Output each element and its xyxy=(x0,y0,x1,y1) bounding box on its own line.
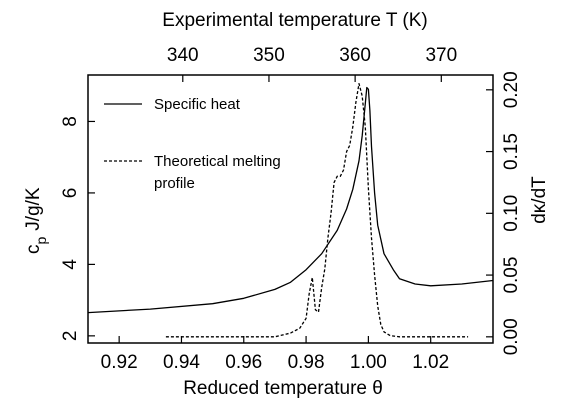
y-axis-title: cp J/g/K xyxy=(23,187,49,254)
x-tick-label: 0.92 xyxy=(101,352,138,373)
x2-tick-label: 360 xyxy=(339,45,371,66)
y-axis-title-main: c xyxy=(23,245,44,255)
y-tick-label: 4 xyxy=(60,259,81,270)
series-layer xyxy=(87,82,494,338)
y-tick-label: 8 xyxy=(60,116,81,127)
plot-border xyxy=(87,74,494,344)
x-tick-label: 0.96 xyxy=(225,352,262,373)
legend: Specific heat Theoretical melting profil… xyxy=(104,96,281,192)
series-specific-heat-line xyxy=(87,86,494,314)
y2-tick-label: 0.20 xyxy=(501,71,522,108)
y-tick-label: 2 xyxy=(60,331,81,342)
y2-tick-label: 0.05 xyxy=(501,257,522,294)
y2-tick-label: 0.15 xyxy=(501,133,522,170)
x2-tick-label: 370 xyxy=(425,45,457,66)
x2-tick-label: 340 xyxy=(167,45,199,66)
y2-tick-label: 0.00 xyxy=(501,318,522,355)
y-tick-label: 6 xyxy=(60,188,81,199)
x-axis-title: Reduced temperature θ xyxy=(183,378,383,399)
legend-label-melting-profile: Theoretical melting xyxy=(154,153,281,170)
y-axis-title-unit: J/g/K xyxy=(23,187,44,231)
ticks-layer: 0.92 0.94 0.96 0.98 1.00 1.02 340 350 360 370 2 4 6 8… xyxy=(60,45,522,373)
y-axis-title-sub: p xyxy=(33,237,49,245)
x2-axis-title: Experimental temperature T (K) xyxy=(162,10,427,31)
y2-axis-title: dκ/dT xyxy=(529,176,550,224)
x-tick-label: 0.94 xyxy=(163,352,200,373)
x2-tick-label: 350 xyxy=(253,45,285,66)
plot-frame xyxy=(87,74,494,344)
legend-label-specific-heat: Specific heat xyxy=(154,96,241,113)
x-tick-label: 1.00 xyxy=(350,352,387,373)
x-tick-label: 0.98 xyxy=(288,352,325,373)
svg-text:cpJ/g/K: cp J/g/K xyxy=(23,187,49,254)
y2-tick-label: 0.10 xyxy=(501,195,522,232)
x-tick-label: 1.02 xyxy=(412,352,449,373)
series-melting-profile-line xyxy=(165,82,469,338)
legend-label-melting-profile-cont: profile xyxy=(154,175,195,192)
